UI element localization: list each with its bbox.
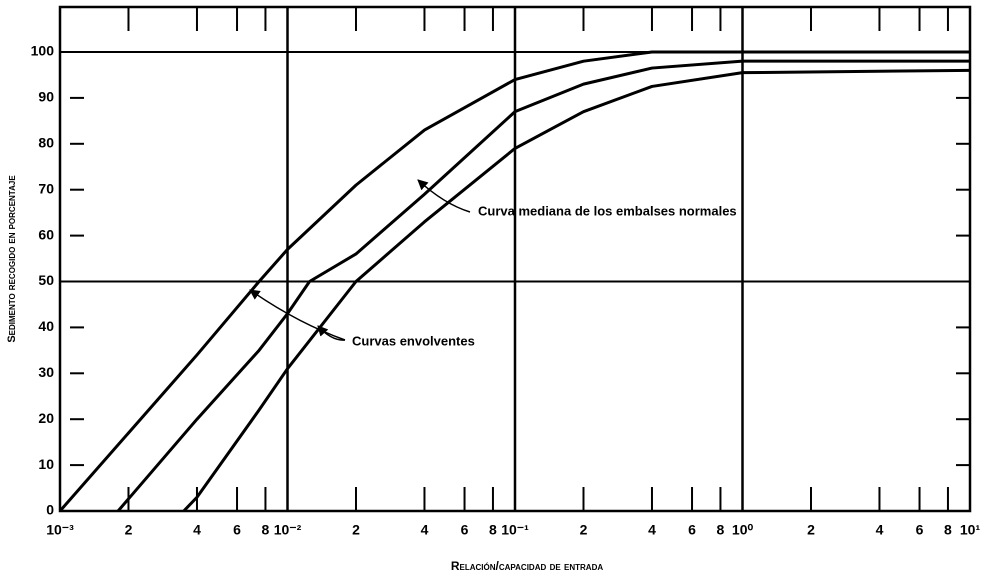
annotation-arrow	[249, 289, 346, 341]
annotation-arrow	[417, 179, 471, 213]
x-axis-label: Relación/capacidad de entrada	[451, 559, 604, 573]
x-tick-label: 6	[233, 522, 241, 538]
annotation-arrow	[317, 325, 346, 341]
x-tick-label: 6	[688, 522, 696, 538]
curve	[182, 68, 971, 513]
x-tick-label: 2	[807, 522, 815, 538]
x-tick-label: 10⁻²	[274, 522, 302, 538]
x-tick-label: 8	[717, 522, 725, 538]
x-tick-label: 2	[352, 522, 360, 538]
x-tick-label: 8	[944, 522, 952, 538]
annotation: Curva mediana de los embalses normales	[478, 203, 737, 218]
x-tick-label: 2	[125, 522, 133, 538]
curve	[58, 50, 970, 512]
y-tick-label: 60	[38, 226, 54, 242]
x-tick-label: 2	[580, 522, 588, 538]
x-tick-label: 4	[876, 522, 884, 538]
y-tick-label: 70	[38, 180, 54, 196]
y-tick-label: 100	[31, 43, 55, 59]
y-tick-label: 20	[38, 410, 54, 426]
x-tick-label: 6	[916, 522, 924, 538]
x-tick-label: 4	[421, 522, 429, 538]
curve	[116, 59, 970, 512]
y-tick-label: 0	[46, 502, 54, 518]
y-axis-label: Sedimento recogido en porcentaje	[6, 175, 18, 343]
x-tick-label: 8	[262, 522, 270, 538]
x-tick-label: 6	[461, 522, 469, 538]
y-tick-label: 40	[38, 318, 54, 334]
x-tick-label: 10¹	[960, 522, 981, 538]
y-tick-label: 50	[38, 272, 54, 288]
x-tick-label: 10⁰	[732, 522, 754, 538]
x-tick-label: 4	[193, 522, 201, 538]
y-tick-label: 30	[38, 364, 54, 380]
annotation: Curvas envolventes	[352, 333, 475, 348]
x-tick-label: 8	[489, 522, 497, 538]
x-tick-label: 10⁻¹	[501, 522, 529, 538]
y-tick-label: 90	[38, 89, 54, 105]
x-tick-label: 10⁻³	[46, 522, 74, 538]
x-tick-label: 4	[648, 522, 656, 538]
y-tick-label: 10	[38, 456, 54, 472]
y-tick-label: 80	[38, 135, 54, 151]
